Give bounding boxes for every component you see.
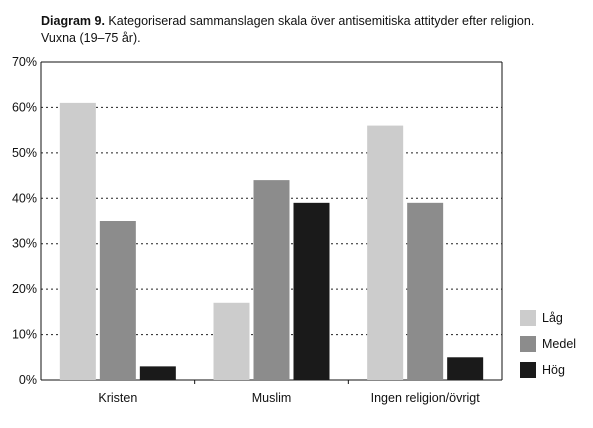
y-tick-label: 10% <box>12 328 37 342</box>
bar-låg-ingen-religion-övrigt <box>367 125 404 380</box>
y-tick-label: 40% <box>12 191 37 205</box>
chart-title: Diagram 9. Kategoriserad sammanslagen sk… <box>41 13 561 47</box>
title-prefix: Diagram 9. <box>41 14 105 28</box>
legend-label-låg: Låg <box>542 311 563 325</box>
bar-låg-muslim <box>213 302 250 380</box>
x-tick-label: Muslim <box>252 391 292 405</box>
bar-låg-kristen <box>59 102 96 380</box>
legend-label-hög: Hög <box>542 363 565 377</box>
legend-swatch-hög <box>520 362 536 378</box>
y-tick-label: 0% <box>19 373 37 387</box>
x-tick-label: Kristen <box>98 391 137 405</box>
y-tick-label: 50% <box>12 146 37 160</box>
bar-medel-ingen-religion-övrigt <box>407 202 444 380</box>
y-tick-label: 70% <box>12 55 37 69</box>
bar-medel-muslim <box>253 180 290 380</box>
bar-medel-kristen <box>99 221 136 380</box>
bar-hög-kristen <box>139 366 176 380</box>
legend-swatch-medel <box>520 336 536 352</box>
bar-hög-muslim <box>293 202 330 380</box>
legend-swatch-låg <box>520 310 536 326</box>
x-tick-label: Ingen religion/övrigt <box>371 391 481 405</box>
y-tick-label: 30% <box>12 237 37 251</box>
y-tick-label: 20% <box>12 282 37 296</box>
title-text: Kategoriserad sammanslagen skala över an… <box>41 14 535 45</box>
bar-hög-ingen-religion-övrigt <box>447 357 484 380</box>
y-tick-label: 60% <box>12 100 37 114</box>
legend-label-medel: Medel <box>542 337 576 351</box>
